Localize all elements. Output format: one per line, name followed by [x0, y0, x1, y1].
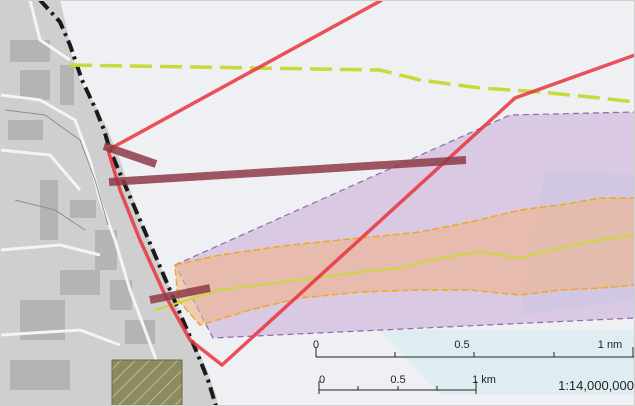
corridor-centerline[interactable]	[154, 234, 635, 311]
restricted-zone[interactable]	[111, 359, 183, 406]
scale-ratio: 1:14,000,000	[558, 378, 634, 393]
scale-nm-label-1: 1 nm	[598, 339, 622, 351]
scale-km-label-1: 1 km	[472, 374, 496, 386]
dashed-route-line[interactable]	[69, 63, 635, 104]
scale-nm-label-0: 0	[313, 339, 319, 351]
roads	[0, 0, 172, 406]
scale-nm-label-half: 0.5	[454, 339, 469, 351]
scale-bar-nm	[315, 347, 634, 358]
scale-km-label-0: 0	[319, 374, 325, 386]
scale-km-label-half: 0.5	[390, 374, 405, 386]
minor-roads	[4, 109, 109, 231]
scale-bar-km	[318, 381, 477, 394]
maroon-bars[interactable]	[102, 142, 467, 304]
shallow-water-lower	[380, 330, 635, 395]
orange-corridor[interactable]	[174, 197, 635, 326]
